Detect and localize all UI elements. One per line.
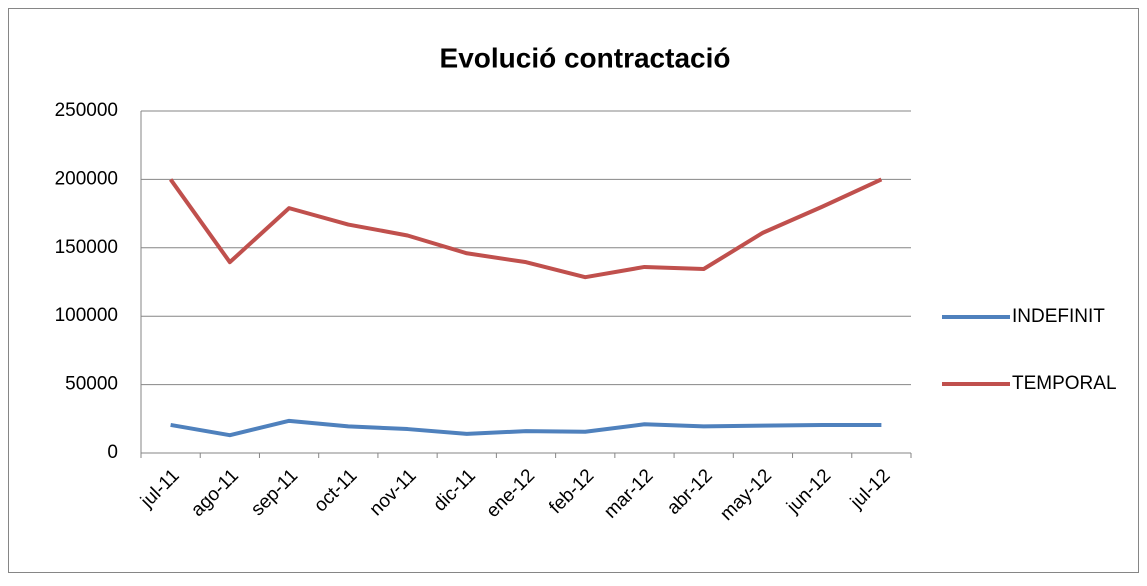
y-tick-label: 250000 [55,100,118,121]
legend-label: TEMPORAL [1012,373,1117,394]
series-line [168,177,883,280]
y-tick-label: 0 [107,442,118,463]
chart-title: Evolució contractació [440,42,731,73]
series-line [170,418,882,438]
y-tick-label: 200000 [55,168,118,189]
y-tick-label: 100000 [55,305,118,326]
y-tick-label: 150000 [55,237,118,258]
legend-label: INDEFINIT [1012,306,1105,327]
chart-border [8,8,1139,573]
y-tick-label: 50000 [65,374,118,395]
